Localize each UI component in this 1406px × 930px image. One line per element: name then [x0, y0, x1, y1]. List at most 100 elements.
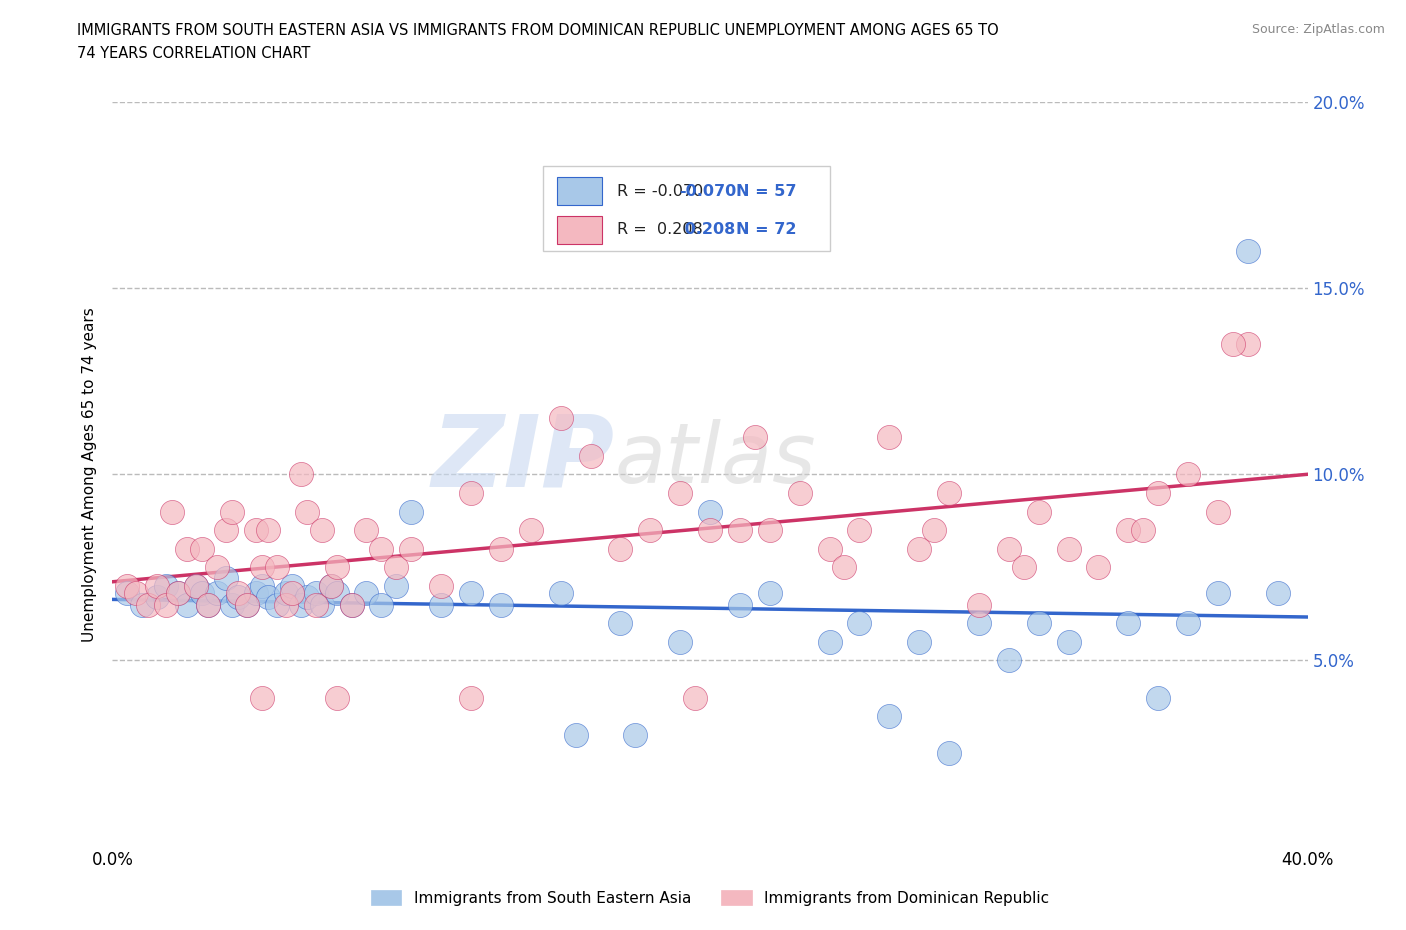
Point — [266, 560, 288, 575]
Point — [146, 590, 169, 604]
Point — [167, 586, 190, 601]
Text: IMMIGRANTS FROM SOUTH EASTERN ASIA VS IMMIGRANTS FROM DOMINICAN REPUBLIC UNEMPLO: IMMIGRANTS FROM SOUTH EASTERN ASIA VS IM… — [77, 23, 1000, 38]
Point — [1237, 244, 1260, 259]
Text: Source: ZipAtlas.com: Source: ZipAtlas.com — [1251, 23, 1385, 36]
Point — [245, 586, 267, 601]
Point — [215, 571, 238, 586]
Point — [1206, 504, 1229, 519]
Point — [221, 597, 243, 612]
Point — [1118, 616, 1140, 631]
Point — [274, 586, 297, 601]
Point — [176, 541, 198, 556]
Point — [281, 586, 304, 601]
Point — [281, 578, 304, 593]
Point — [325, 560, 347, 575]
Point — [1028, 504, 1050, 519]
Point — [1147, 485, 1170, 500]
FancyBboxPatch shape — [557, 216, 603, 244]
Point — [1237, 337, 1260, 352]
Point — [257, 523, 280, 538]
Point — [489, 541, 512, 556]
Point — [669, 485, 692, 500]
Point — [245, 523, 267, 538]
Point — [922, 523, 945, 538]
Point — [186, 578, 208, 593]
Point — [1177, 467, 1199, 482]
Point — [1057, 541, 1080, 556]
Point — [191, 541, 214, 556]
Point — [356, 586, 378, 601]
Point — [176, 597, 198, 612]
Point — [938, 746, 960, 761]
Point — [226, 590, 249, 604]
Point — [236, 597, 259, 612]
Point — [460, 485, 482, 500]
Point — [967, 597, 990, 612]
Point — [609, 541, 631, 556]
Text: atlas: atlas — [614, 418, 815, 500]
Point — [290, 597, 312, 612]
Point — [295, 504, 318, 519]
Point — [759, 586, 782, 601]
Point — [197, 597, 219, 612]
Point — [340, 597, 363, 612]
Point — [489, 597, 512, 612]
Point — [186, 578, 208, 593]
Point — [609, 616, 631, 631]
Text: -0.070: -0.070 — [679, 184, 737, 199]
Point — [818, 634, 841, 649]
Point — [215, 523, 238, 538]
Point — [236, 597, 259, 612]
Point — [789, 485, 811, 500]
Point — [564, 727, 586, 742]
Point — [1118, 523, 1140, 538]
Point — [385, 560, 408, 575]
Point — [967, 616, 990, 631]
Point — [848, 523, 870, 538]
FancyBboxPatch shape — [543, 166, 830, 251]
Point — [1267, 586, 1289, 601]
Point — [305, 597, 328, 612]
Point — [266, 597, 288, 612]
Point — [191, 586, 214, 601]
Point — [325, 690, 347, 705]
Point — [759, 523, 782, 538]
Point — [848, 616, 870, 631]
Point — [1132, 523, 1154, 538]
Text: N = 57: N = 57 — [737, 184, 797, 199]
Point — [274, 597, 297, 612]
Point — [319, 578, 342, 593]
Point — [908, 634, 931, 649]
Point — [908, 541, 931, 556]
Point — [699, 504, 721, 519]
Point — [1206, 586, 1229, 601]
Point — [290, 467, 312, 482]
Point — [205, 560, 228, 575]
Point — [998, 653, 1021, 668]
Y-axis label: Unemployment Among Ages 65 to 74 years: Unemployment Among Ages 65 to 74 years — [82, 307, 97, 642]
Point — [1222, 337, 1244, 352]
Point — [117, 578, 139, 593]
Point — [430, 578, 453, 593]
Point — [669, 634, 692, 649]
Point — [640, 523, 662, 538]
Point — [550, 586, 572, 601]
Point — [728, 523, 751, 538]
Point — [595, 188, 617, 203]
Text: N = 72: N = 72 — [737, 222, 797, 237]
Point — [125, 586, 148, 601]
Point — [1057, 634, 1080, 649]
Point — [879, 709, 901, 724]
Point — [131, 597, 153, 612]
Text: R =  0.208: R = 0.208 — [617, 222, 703, 237]
Point — [250, 560, 273, 575]
Point — [520, 523, 543, 538]
Point — [325, 586, 347, 601]
Point — [744, 430, 766, 445]
Point — [1028, 616, 1050, 631]
Point — [197, 597, 219, 612]
Point — [250, 690, 273, 705]
Point — [340, 597, 363, 612]
Point — [295, 590, 318, 604]
Legend: Immigrants from South Eastern Asia, Immigrants from Dominican Republic: Immigrants from South Eastern Asia, Immi… — [371, 890, 1049, 906]
